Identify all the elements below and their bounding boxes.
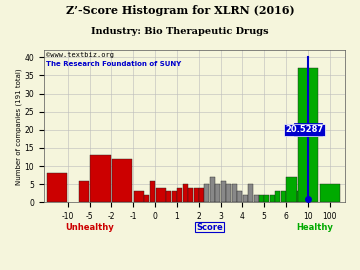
Text: Z’-Score Histogram for XLRN (2016): Z’-Score Histogram for XLRN (2016) — [66, 5, 294, 16]
Bar — [320, 184, 340, 202]
Bar — [265, 195, 270, 202]
Bar — [226, 184, 231, 202]
Bar — [215, 184, 220, 202]
Bar — [199, 188, 204, 202]
Bar — [188, 188, 193, 202]
Bar — [237, 191, 242, 202]
Text: Score: Score — [196, 222, 223, 232]
Bar — [281, 191, 286, 202]
Bar — [194, 188, 198, 202]
Bar — [90, 155, 111, 202]
Bar — [150, 181, 155, 202]
Bar — [253, 195, 258, 202]
Bar — [172, 191, 177, 202]
Bar — [79, 181, 89, 202]
Text: Healthy: Healthy — [296, 222, 333, 232]
Bar — [270, 195, 275, 202]
Bar — [156, 188, 166, 202]
Text: Industry: Bio Therapeutic Drugs: Industry: Bio Therapeutic Drugs — [91, 27, 269, 36]
Bar — [134, 191, 144, 202]
Bar — [183, 184, 188, 202]
Bar — [297, 191, 307, 202]
Bar — [287, 177, 297, 202]
Bar — [298, 68, 318, 202]
Bar — [232, 184, 237, 202]
Text: The Research Foundation of SUNY: The Research Foundation of SUNY — [46, 61, 181, 67]
Bar — [112, 159, 132, 202]
Bar — [204, 184, 210, 202]
Bar — [47, 173, 67, 202]
Bar — [275, 191, 280, 202]
Bar — [243, 195, 248, 202]
Bar — [166, 191, 171, 202]
Bar — [210, 177, 215, 202]
Bar — [221, 181, 226, 202]
Bar — [248, 184, 253, 202]
Text: Unhealthy: Unhealthy — [65, 222, 114, 232]
Bar — [259, 195, 264, 202]
Y-axis label: Number of companies (191 total): Number of companies (191 total) — [15, 68, 22, 185]
Text: 20.5287: 20.5287 — [285, 125, 324, 134]
Text: ©www.textbiz.org: ©www.textbiz.org — [46, 52, 114, 58]
Bar — [177, 188, 182, 202]
Bar — [144, 195, 149, 202]
